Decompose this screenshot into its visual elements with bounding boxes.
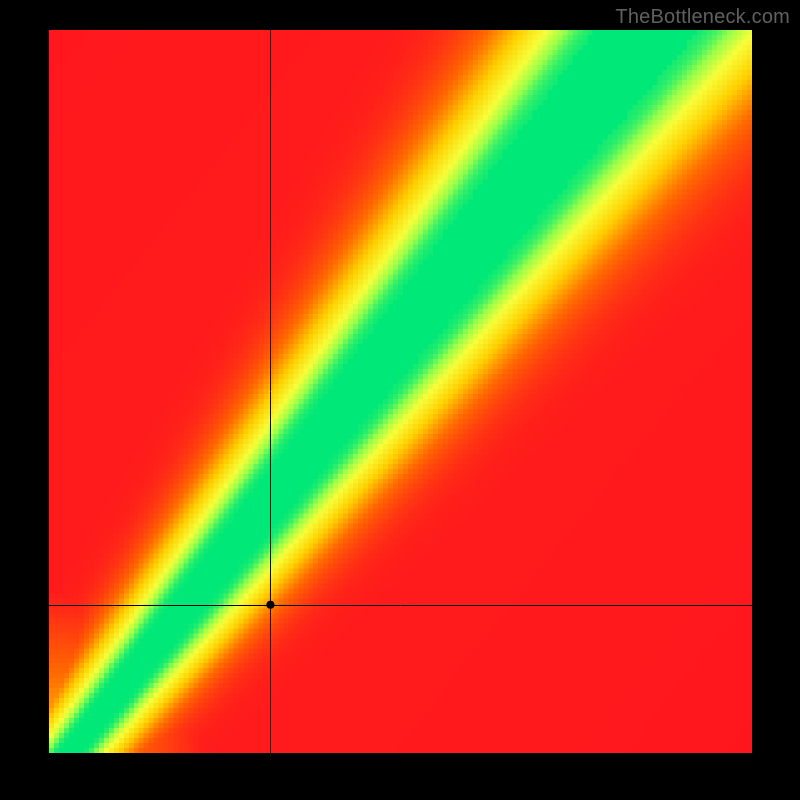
crosshair-overlay	[49, 30, 752, 753]
watermark-text: TheBottleneck.com	[615, 6, 790, 29]
